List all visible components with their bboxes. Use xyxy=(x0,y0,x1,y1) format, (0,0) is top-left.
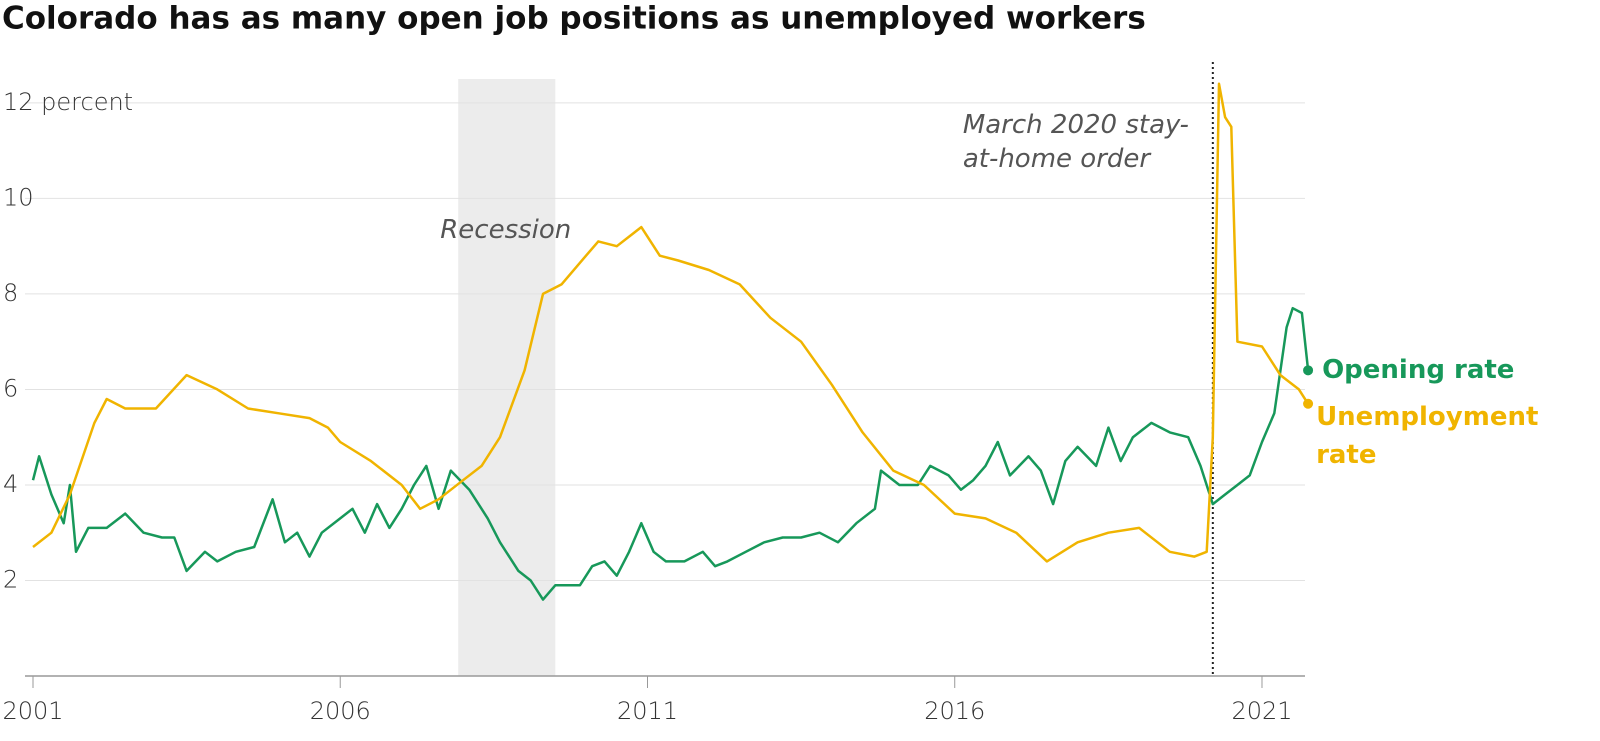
event-label: March 2020 stay-at-home order xyxy=(962,110,1189,174)
series-line xyxy=(32,82,1310,563)
y-tick-label: 2 xyxy=(3,565,18,593)
x-tick-label: 2016 xyxy=(924,697,985,725)
chart-title: Colorado has as many open job positions … xyxy=(2,1,1146,37)
y-tick-label: 4 xyxy=(3,470,18,498)
series-label: Unemployment rate xyxy=(1316,401,1539,470)
y-tick-label: 10 xyxy=(3,183,34,211)
x-tick-label: 2021 xyxy=(1231,697,1292,725)
x-tick-label: 2006 xyxy=(310,697,371,725)
y-tick-label: 12 percent xyxy=(3,88,133,116)
y-tick-label: 8 xyxy=(3,279,18,307)
x-tick-label: 2001 xyxy=(2,697,63,725)
series-line xyxy=(31,306,1310,601)
recession-band xyxy=(458,79,556,676)
end-dot xyxy=(1303,365,1314,376)
series-label: Opening rate xyxy=(1322,355,1515,386)
x-tick-label: 2011 xyxy=(617,697,678,725)
y-tick-label: 6 xyxy=(3,374,18,402)
recession-label: Recession xyxy=(440,215,572,245)
end-dot xyxy=(1303,398,1314,409)
